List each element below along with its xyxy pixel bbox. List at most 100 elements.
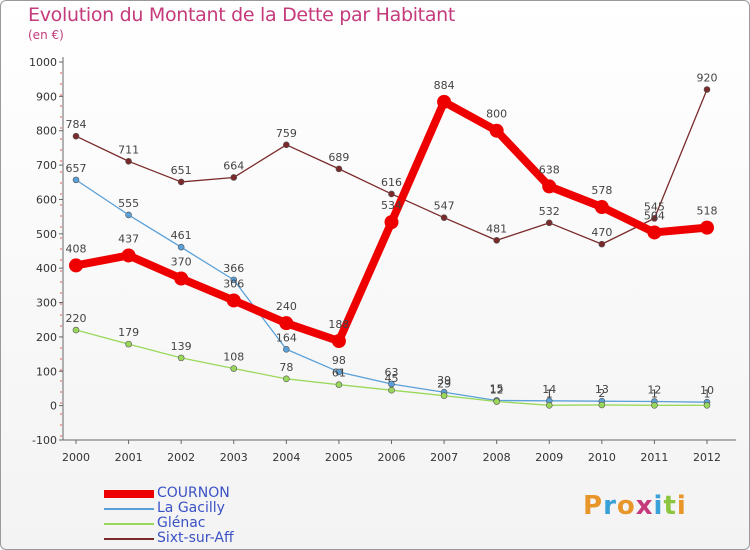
legend-label: Sixt-sur-Aff [157, 530, 234, 546]
data-label: 240 [276, 300, 297, 313]
data-label: 759 [276, 127, 297, 140]
x-tick-label: 2007 [430, 451, 458, 464]
data-point [335, 165, 343, 173]
data-point [594, 200, 609, 215]
data-label: 78 [279, 361, 293, 374]
data-label: 1 [546, 387, 553, 400]
data-label: 657 [66, 162, 87, 175]
data-point [335, 381, 343, 388]
x-tick-label: 2000 [62, 451, 90, 464]
data-point [703, 86, 711, 93]
data-label: 555 [118, 197, 139, 210]
data-point [493, 237, 500, 244]
y-tick-label: 300 [36, 297, 57, 310]
data-point [125, 158, 132, 165]
data-label: 664 [223, 159, 244, 172]
logo-letter: t [663, 491, 677, 521]
data-point [493, 398, 500, 405]
data-point [226, 293, 241, 308]
x-tick-label: 2005 [325, 451, 353, 464]
chart-title: Evolution du Montant de la Dette par Hab… [28, 4, 456, 26]
data-label: 108 [223, 351, 244, 364]
logo-letter: P [583, 491, 604, 521]
data-label: 45 [385, 372, 399, 385]
data-label: 504 [644, 209, 665, 222]
data-point [72, 132, 80, 140]
x-tick-label: 2011 [640, 451, 668, 464]
data-point [598, 401, 606, 409]
legend-label: Glénac [157, 515, 206, 531]
data-label: 370 [171, 255, 192, 268]
data-point [440, 214, 448, 221]
x-tick-label: 2010 [588, 451, 616, 464]
data-label: 408 [66, 242, 87, 255]
data-label: 366 [223, 262, 244, 275]
logo-letter: r [603, 491, 617, 521]
data-label: 784 [66, 118, 87, 131]
data-point [545, 219, 553, 227]
data-label: 711 [118, 143, 139, 156]
y-tick-label: 600 [36, 193, 57, 206]
x-tick-label: 2004 [272, 451, 300, 464]
data-label: 61 [332, 367, 346, 380]
y-tick-label: 100 [36, 365, 57, 378]
data-label: 545 [644, 200, 665, 213]
y-tick-label: 0 [50, 400, 57, 413]
legend-swatch [104, 508, 154, 510]
legend-swatch [104, 538, 154, 540]
y-tick-label: 900 [36, 90, 57, 103]
data-label: 1 [704, 387, 711, 400]
data-point [335, 368, 343, 376]
data-point [700, 220, 714, 235]
legend-label: La Gacilly [157, 500, 225, 516]
data-point [72, 326, 80, 334]
data-label: 188 [328, 318, 349, 331]
y-tick-label: 1000 [29, 56, 57, 69]
x-tick-label: 2001 [115, 451, 143, 464]
data-label: 518 [697, 205, 718, 218]
x-tick-label: 2002 [167, 451, 195, 464]
data-point [388, 190, 395, 198]
logo-letter: x [635, 491, 654, 521]
y-tick-label: -100 [32, 434, 57, 447]
data-label: 13 [595, 383, 609, 396]
logo-letter: i [653, 491, 664, 521]
data-point [230, 174, 238, 181]
data-point [279, 316, 294, 331]
data-point [125, 211, 132, 219]
data-label: 461 [171, 229, 192, 242]
data-point [331, 334, 346, 349]
data-label: 437 [118, 232, 139, 245]
legend-swatch [104, 523, 154, 525]
x-tick-label: 2006 [378, 451, 406, 464]
data-label: 98 [332, 354, 346, 367]
data-point [177, 243, 185, 251]
data-point [174, 271, 189, 286]
data-point [545, 401, 553, 409]
chart-subtitle: (en €) [28, 28, 64, 42]
x-tick-label: 2008 [483, 451, 511, 464]
data-point [230, 365, 238, 372]
proxiti-logo: Proxiti [583, 491, 687, 521]
data-label: 800 [486, 108, 507, 121]
data-point [437, 94, 452, 109]
data-point [230, 276, 238, 284]
data-label: 220 [66, 312, 87, 325]
data-point [121, 248, 136, 263]
data-point [651, 401, 658, 409]
data-point [440, 392, 448, 399]
data-point [384, 215, 399, 230]
y-tick-label: 500 [36, 228, 57, 241]
data-label: 470 [591, 226, 612, 239]
logo-letter: i [676, 491, 687, 521]
data-point [542, 179, 557, 194]
data-label: 139 [171, 340, 192, 353]
legend-label: COURNON [157, 485, 230, 501]
data-label: 12 [490, 384, 504, 397]
data-label: 2 [598, 387, 605, 400]
data-label: 578 [591, 184, 612, 197]
y-tick-label: 700 [36, 159, 57, 172]
data-label: 29 [437, 378, 451, 391]
